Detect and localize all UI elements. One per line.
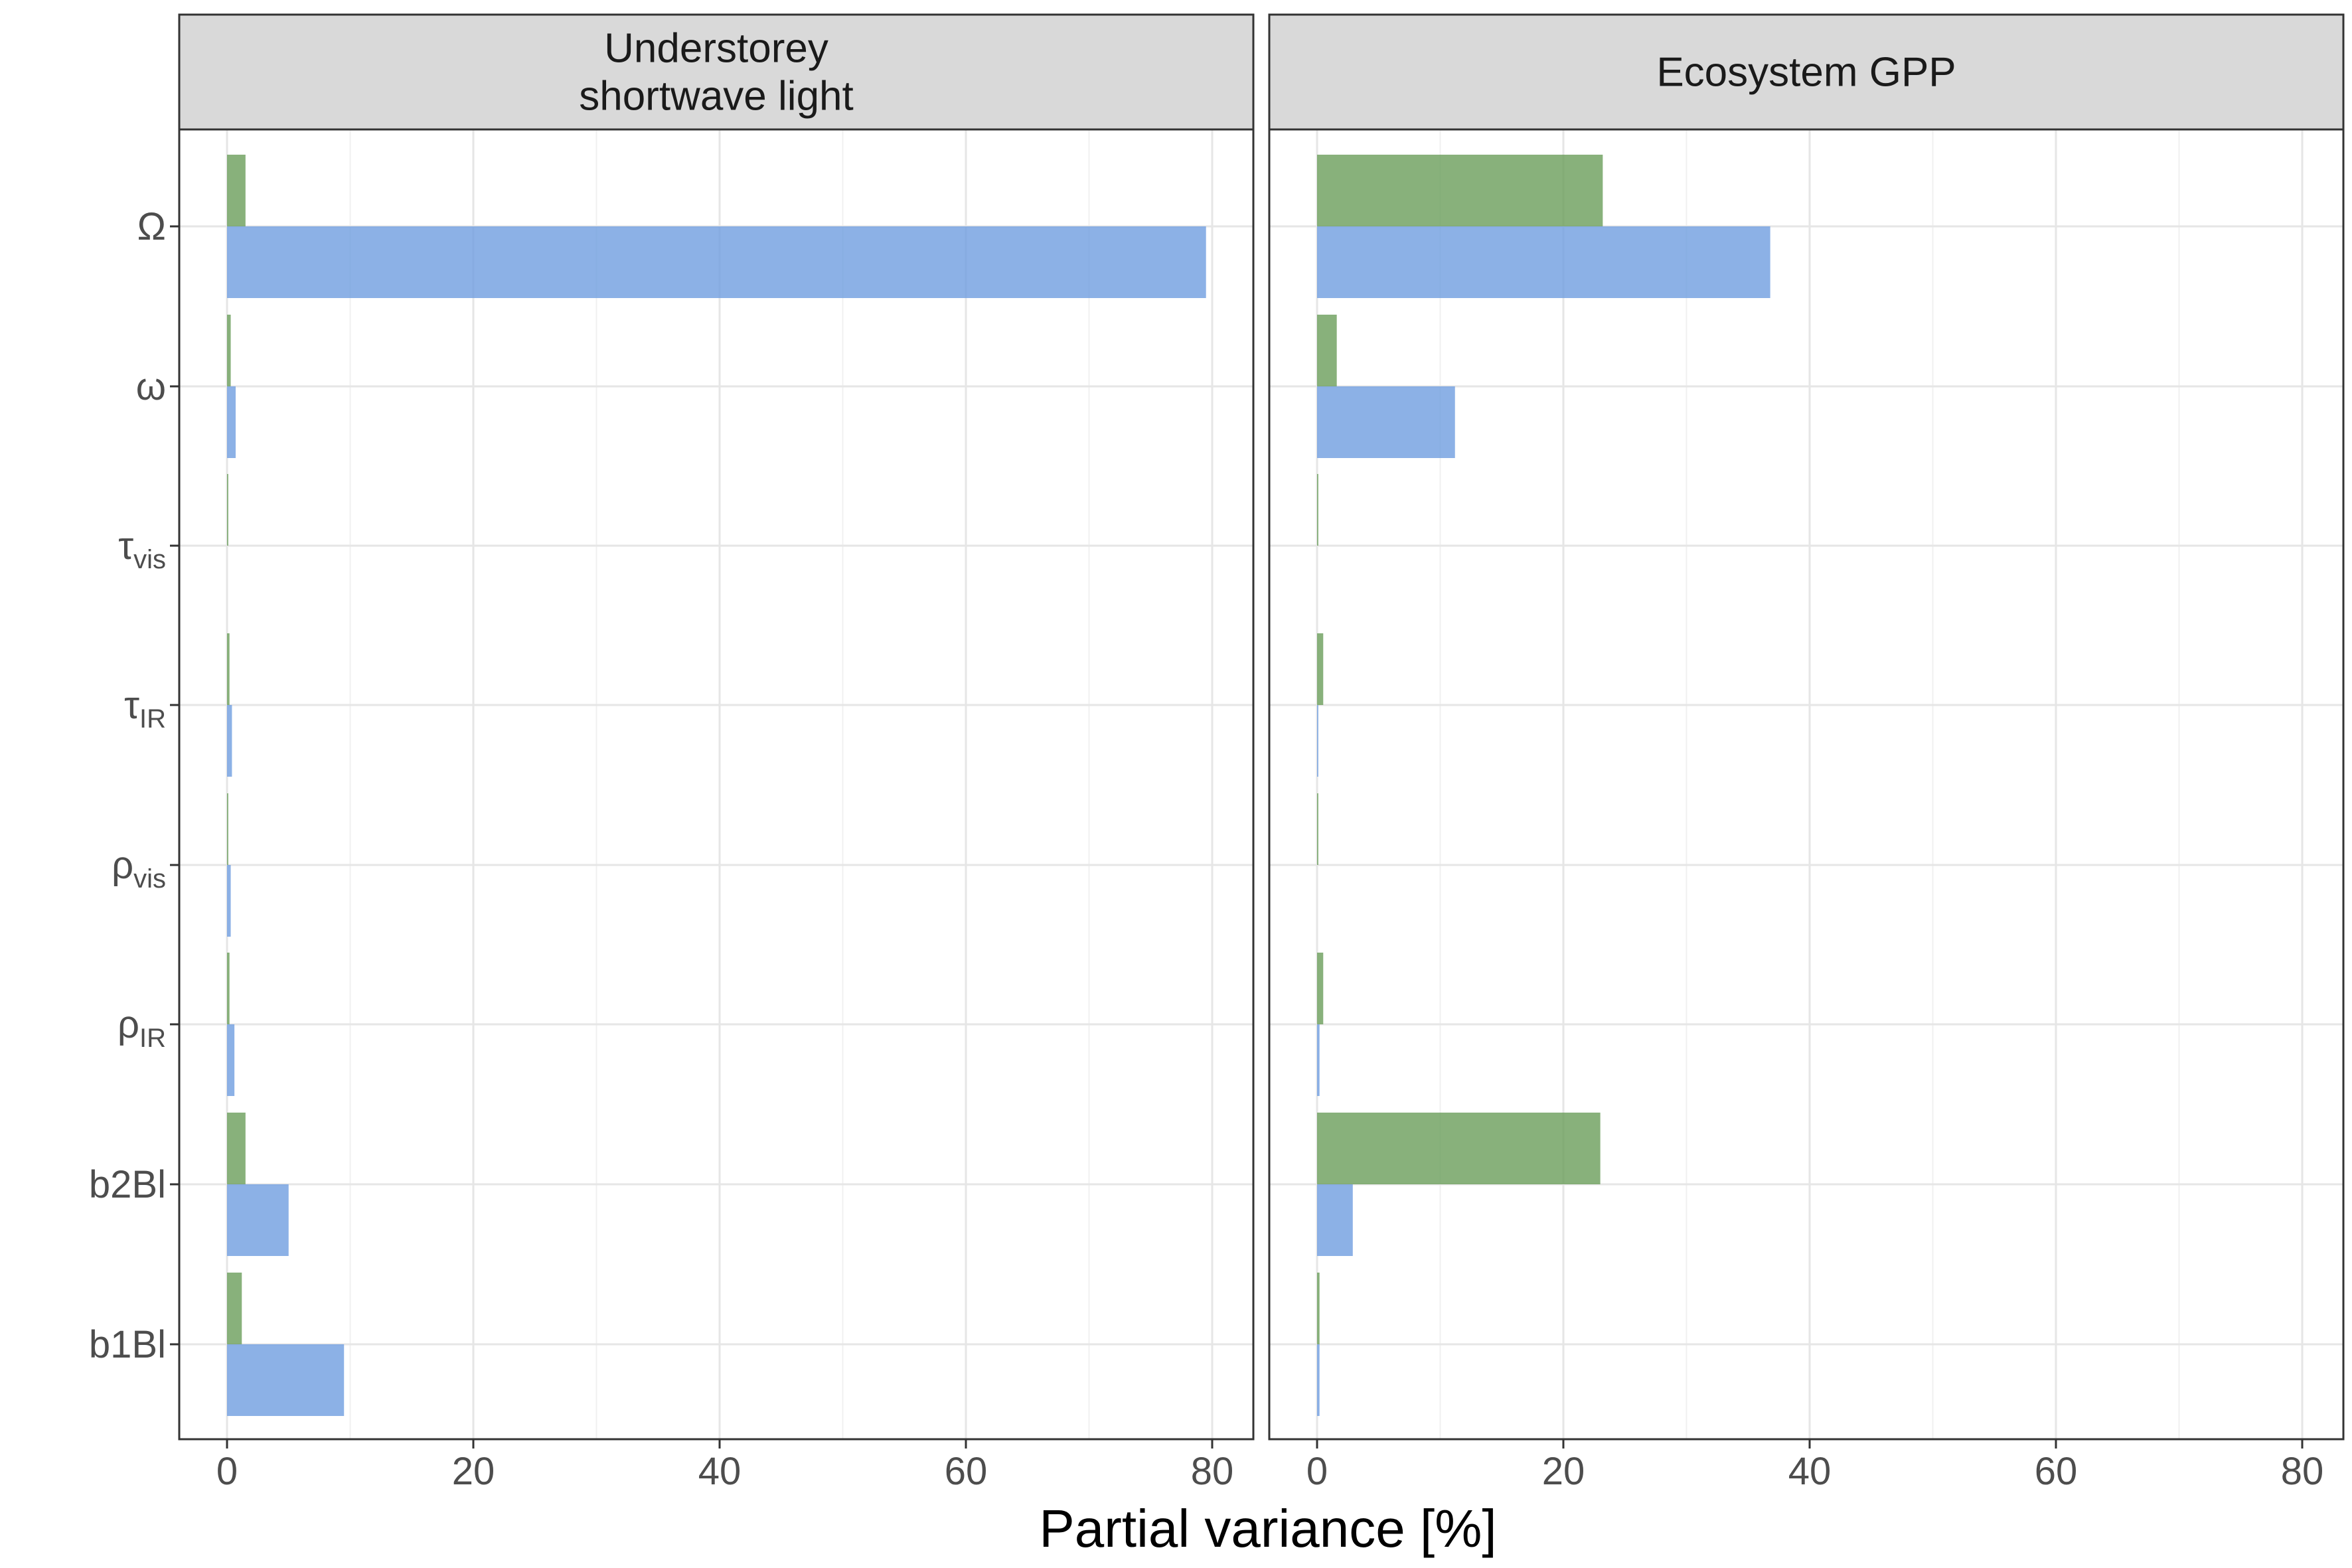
bar bbox=[1317, 1273, 1320, 1344]
bar bbox=[227, 155, 246, 226]
bar bbox=[1317, 1184, 1353, 1256]
x-tick-label: 20 bbox=[1542, 1450, 1585, 1493]
bar bbox=[1317, 226, 1770, 298]
y-tick-label: ρvis bbox=[112, 844, 166, 894]
bar bbox=[1317, 1344, 1320, 1416]
bar bbox=[227, 793, 228, 865]
plot-panel-border bbox=[178, 128, 1255, 1441]
bar bbox=[1317, 953, 1324, 1024]
x-axis-title: Partial variance [%] bbox=[1039, 1499, 1496, 1558]
bar bbox=[227, 226, 1206, 298]
plot-panel-border bbox=[1268, 128, 2345, 1441]
bar bbox=[1317, 1113, 1601, 1184]
x-tick-label: 80 bbox=[1191, 1450, 1234, 1493]
bar bbox=[227, 1273, 242, 1344]
bar bbox=[227, 1344, 345, 1416]
y-tick-label-base: ω bbox=[136, 365, 166, 408]
plot-panel-background bbox=[179, 129, 1253, 1439]
x-tick-label: 0 bbox=[1306, 1450, 1328, 1493]
bar bbox=[227, 474, 228, 546]
bar bbox=[1317, 793, 1318, 865]
y-tick-label-base: τ bbox=[118, 524, 133, 568]
y-tick-label: b1Bl bbox=[89, 1323, 166, 1366]
bar bbox=[1317, 386, 1455, 458]
x-tick-label: 20 bbox=[452, 1450, 495, 1493]
facet-title-line: shortwave light bbox=[579, 74, 854, 119]
y-tick-label-base: b1Bl bbox=[89, 1323, 166, 1366]
bar bbox=[227, 633, 230, 705]
y-tick-label-base: b2Bl bbox=[89, 1163, 166, 1206]
y-tick-label-subscript: vis bbox=[133, 864, 166, 894]
bar bbox=[1317, 633, 1324, 705]
bar bbox=[227, 705, 232, 777]
bar bbox=[227, 386, 236, 458]
bar bbox=[1317, 155, 1603, 226]
bar bbox=[227, 1184, 289, 1256]
y-tick-label-subscript: IR bbox=[139, 704, 166, 734]
bar bbox=[227, 315, 231, 386]
bar bbox=[227, 953, 230, 1024]
plot-panel-background bbox=[1269, 129, 2343, 1439]
bar bbox=[227, 1113, 246, 1184]
x-tick-label: 0 bbox=[216, 1450, 238, 1493]
y-tick-label: τIR bbox=[124, 684, 166, 734]
facet-title-line: Ecosystem GPP bbox=[1656, 50, 1956, 96]
facet-title-line: Understorey bbox=[604, 26, 828, 72]
y-tick-label: b2Bl bbox=[89, 1163, 166, 1206]
facet-strip bbox=[1268, 13, 2345, 131]
bar bbox=[1317, 315, 1337, 386]
bar bbox=[227, 1024, 235, 1096]
facet-strip bbox=[178, 13, 1255, 131]
y-tick-label: ρIR bbox=[118, 1003, 166, 1053]
y-tick-label-subscript: IR bbox=[139, 1024, 166, 1053]
bar bbox=[1317, 705, 1318, 777]
x-tick-label: 60 bbox=[945, 1450, 988, 1493]
y-tick-label: ω bbox=[136, 365, 166, 408]
bar bbox=[1317, 474, 1318, 546]
y-tick-label-base: Ω bbox=[137, 205, 166, 248]
facet-panel: Ecosystem GPP 0 20 40 60 80 bbox=[1268, 13, 2345, 1493]
x-tick-label: 80 bbox=[2281, 1450, 2324, 1493]
x-tick-label: 40 bbox=[1788, 1450, 1832, 1493]
y-tick-label: τvis bbox=[118, 524, 166, 574]
y-tick-label-base: ρ bbox=[112, 844, 133, 887]
y-tick-label-base: ρ bbox=[118, 1003, 139, 1046]
x-tick-label: 60 bbox=[2035, 1450, 2078, 1493]
y-tick-label: Ω bbox=[137, 205, 166, 248]
x-tick-label: 40 bbox=[698, 1450, 742, 1493]
y-tick-label-base: τ bbox=[124, 684, 139, 727]
bar bbox=[227, 865, 231, 937]
bar bbox=[1317, 1024, 1320, 1096]
y-tick-label-subscript: vis bbox=[133, 545, 166, 574]
